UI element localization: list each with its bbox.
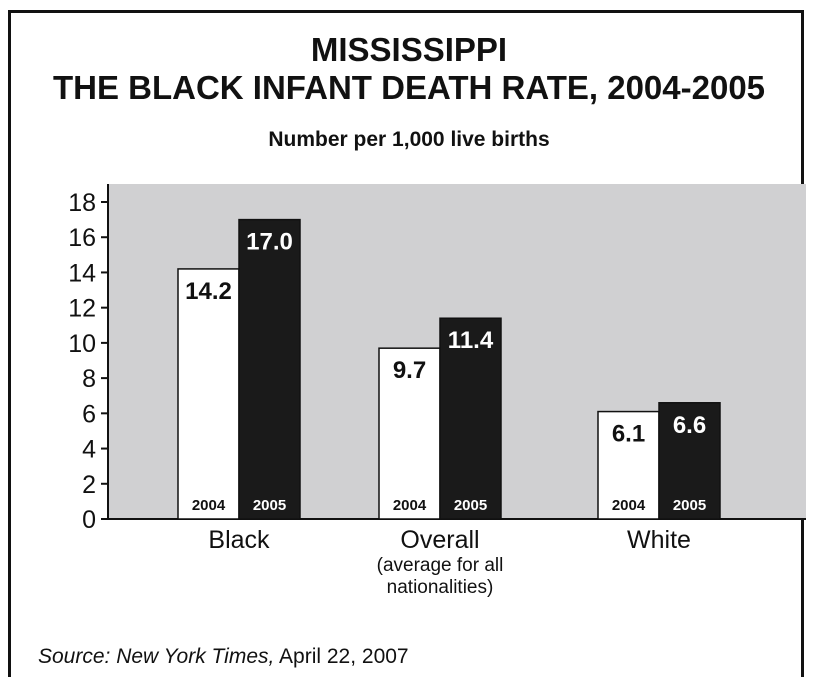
category-label-white: White: [627, 526, 691, 554]
y-tick-label: 2: [82, 471, 96, 499]
category-note-line2: nationalities): [387, 577, 494, 598]
y-tick-label: 6: [82, 400, 96, 428]
y-tick-label: 18: [68, 189, 96, 217]
bar-overall-2004: [378, 347, 441, 520]
bar-white-2004: [597, 410, 660, 520]
year-label-overall-2004: 2004: [393, 497, 427, 514]
category-label-black: Black: [208, 526, 270, 554]
y-tick-label: 0: [82, 506, 96, 534]
data-label-overall-2005: 11.4: [448, 327, 494, 354]
y-tick-label: 10: [68, 330, 96, 358]
year-label-white-2005: 2005: [673, 497, 706, 514]
y-tick-label: 12: [68, 295, 96, 323]
bar-white-2005: [658, 402, 721, 520]
year-label-overall-2005: 2005: [454, 497, 487, 514]
category-note-line1: (average for all: [377, 555, 504, 576]
source-date: April 22, 2007: [274, 645, 409, 668]
bar-black-2005: [238, 218, 301, 520]
y-tick-label: 8: [82, 365, 96, 393]
data-label-white-2004: 6.1: [612, 421, 645, 448]
bar-overall-2005: [439, 317, 502, 520]
y-tick-label: 4: [82, 436, 96, 464]
category-label-overall: Overall: [400, 526, 479, 554]
year-label-black-2005: 2005: [253, 497, 286, 514]
year-label-black-2004: 2004: [192, 497, 226, 514]
chart-subtitle: Number per 1,000 live births: [268, 128, 550, 151]
y-tick-label: 14: [68, 259, 96, 287]
data-label-black-2005: 17.0: [246, 229, 293, 256]
y-tick-label: 16: [68, 224, 96, 252]
bar-black-2004: [177, 268, 240, 520]
data-label-overall-2004: 9.7: [393, 357, 426, 384]
source-italic: Source: New York Times,: [38, 645, 275, 668]
data-label-white-2005: 6.6: [673, 412, 706, 439]
data-label-black-2004: 14.2: [185, 278, 232, 305]
source-citation: Source: New York Times, April 22, 2007: [38, 645, 409, 669]
chart-title-line2: THE BLACK INFANT DEATH RATE, 2004-2005: [52, 69, 766, 106]
chart-title-line1: MISSISSIPPI: [310, 31, 508, 68]
year-label-white-2004: 2004: [612, 497, 646, 514]
